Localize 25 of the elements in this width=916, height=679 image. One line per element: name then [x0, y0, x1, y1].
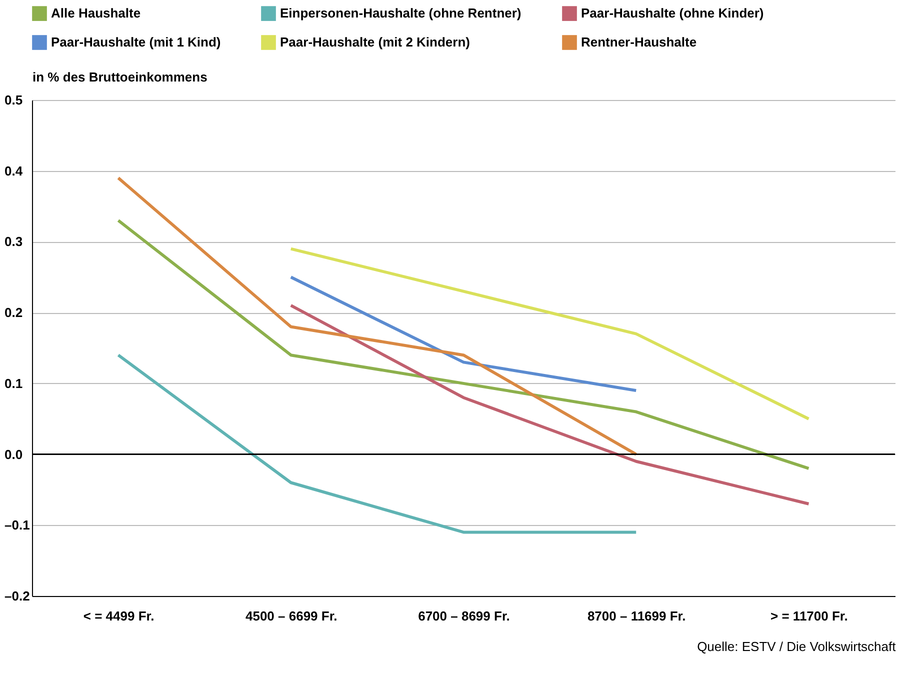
x-tick-label: 6700 – 8699 Fr.	[418, 608, 510, 624]
y-tick-label: 0.2	[4, 305, 23, 320]
legend-label: Rentner-Haushalte	[581, 34, 697, 50]
source-note: Quelle: ESTV / Die Volkswirtschaft	[697, 639, 896, 654]
legend-label: Paar-Haushalte (mit 2 Kindern)	[280, 34, 470, 50]
y-tick-label: –0.2	[4, 588, 30, 604]
y-tick-label: –0.1	[4, 518, 30, 533]
x-tick-label: 8700 – 11699 Fr.	[587, 608, 686, 624]
y-tick-label: 0.3	[4, 234, 23, 250]
y-tick-label: 0.0	[4, 446, 23, 462]
legend-label: Alle Haushalte	[51, 6, 141, 21]
line-series	[289, 247, 810, 420]
y-tick-label: 0.1	[4, 376, 23, 391]
legend-label: Einpersonen-Haushalte (ohne Rentner)	[280, 6, 522, 21]
line-series	[116, 176, 638, 456]
legend-label: Paar-Haushalte (mit 1 Kind)	[51, 34, 221, 50]
legend-label: Paar-Haushalte (ohne Kinder)	[581, 6, 764, 21]
x-tick-label: < = 4499 Fr.	[83, 608, 154, 624]
line-series	[289, 304, 810, 506]
line-series	[116, 218, 810, 470]
y-tick-label: 0.5	[4, 92, 23, 108]
y-tick-label: 0.4	[4, 163, 24, 178]
x-tick-label: > = 11700 Fr.	[770, 608, 848, 624]
y-axis-title: in % des Bruttoeinkommens	[32, 70, 208, 84]
x-tick-label: 4500 – 6699 Fr.	[245, 608, 338, 624]
